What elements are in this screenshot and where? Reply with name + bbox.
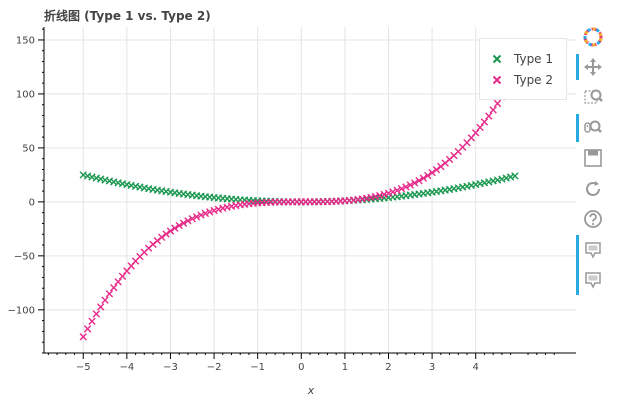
legend-marker-type-2 [492, 75, 502, 85]
data-point [384, 189, 393, 197]
help-icon[interactable] [582, 208, 604, 230]
x-tick-label: 0 [298, 362, 304, 373]
pan-active-indicator [576, 54, 579, 80]
x-tick-label: −2 [207, 362, 222, 373]
data-point [397, 185, 406, 193]
data-point [489, 106, 497, 114]
data-point [419, 174, 428, 182]
hover-active-indicator [576, 235, 579, 295]
wheel-zoom-icon[interactable] [582, 117, 604, 139]
data-point [101, 296, 109, 304]
data-point [158, 233, 166, 241]
legend-item-type-1[interactable]: Type 1 [492, 51, 553, 67]
data-point [511, 172, 519, 180]
box-zoom-icon[interactable] [582, 86, 604, 108]
x-tick-label: 3 [429, 362, 435, 373]
data-point [175, 221, 183, 230]
data-point [110, 284, 118, 292]
chart-title: 折线图 (Type 1 vs. Type 2) [44, 9, 211, 23]
data-point [179, 219, 188, 227]
data-point [114, 278, 122, 286]
data-point [171, 224, 179, 232]
y-tick-label: −100 [8, 305, 35, 316]
data-point [188, 215, 196, 223]
data-point [105, 290, 114, 298]
legend-item-type-2[interactable]: Type 2 [492, 72, 553, 88]
series-2 [79, 71, 519, 341]
y-tick-label: 150 [16, 35, 35, 46]
data-point [376, 191, 384, 200]
legend-label-type-1: Type 1 [514, 52, 554, 66]
data-point [380, 190, 388, 199]
data-marks [79, 71, 519, 341]
data-point [88, 317, 96, 325]
save-icon[interactable] [582, 147, 604, 169]
x-tick-label: −3 [163, 362, 178, 373]
data-point [410, 179, 419, 187]
x-tick-label: −1 [250, 362, 265, 373]
x-axis-label: x [307, 384, 315, 397]
hover-icon-2[interactable] [582, 269, 604, 291]
data-point [214, 205, 223, 213]
data-point [493, 99, 502, 108]
data-point [206, 208, 214, 216]
legend-marker-type-1 [492, 54, 502, 64]
hover-icon[interactable] [582, 239, 604, 261]
data-point [197, 211, 205, 219]
data-point [192, 213, 201, 221]
legend: Type 1 Type 2 [479, 38, 567, 100]
data-point [83, 325, 92, 333]
wheel-zoom-active-indicator [576, 114, 579, 142]
x-tick-label: −5 [76, 362, 91, 373]
data-point [162, 230, 170, 238]
data-point [428, 169, 436, 177]
y-tick-label: 0 [29, 197, 35, 208]
data-point [96, 303, 105, 311]
data-point [201, 209, 210, 218]
y-tick-label: 100 [16, 89, 35, 100]
y-tick-label: −50 [14, 251, 35, 262]
data-point [476, 123, 484, 132]
data-point [406, 181, 414, 189]
data-point [393, 186, 401, 195]
axes: −5 −4 −3 −2 −1 0 1 2 3 4 −100 −50 0 50 100 150 [8, 27, 576, 373]
data-point [432, 166, 441, 174]
data-point [415, 176, 423, 185]
reset-icon[interactable] [582, 178, 604, 200]
x-tick-label: 1 [342, 362, 348, 373]
data-point [92, 310, 101, 318]
y-tick-label: 50 [22, 143, 35, 154]
pan-icon[interactable] [582, 56, 604, 78]
bokeh-logo-icon[interactable] [582, 26, 604, 48]
data-point [485, 112, 493, 120]
data-point [79, 333, 87, 341]
data-point [389, 188, 397, 196]
x-tick-label: −4 [119, 362, 134, 373]
data-point [166, 227, 175, 235]
x-tick-label: 2 [385, 362, 391, 373]
x-tick-label: 4 [473, 362, 479, 373]
data-point [210, 206, 218, 215]
data-point [184, 217, 192, 225]
data-point [424, 171, 432, 180]
data-point [402, 183, 410, 191]
legend-label-type-2: Type 2 [514, 73, 554, 87]
data-point [480, 118, 489, 126]
